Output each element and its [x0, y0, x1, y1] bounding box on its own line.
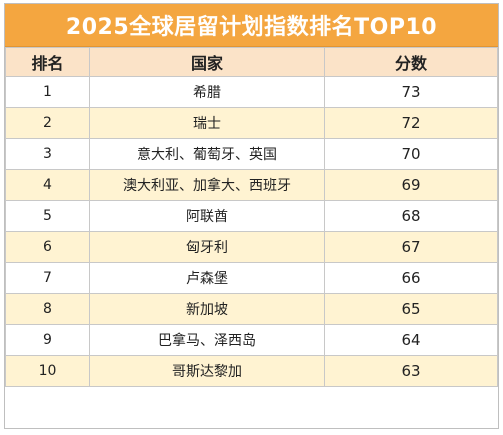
table-row: 6 匈牙利 67	[5, 231, 498, 263]
rank-cell: 7	[5, 262, 90, 294]
header-rank: 排名	[5, 47, 90, 77]
rank-cell: 9	[5, 324, 90, 356]
score-cell: 69	[324, 169, 498, 201]
country-cell: 阿联酋	[89, 200, 325, 232]
country-cell: 新加坡	[89, 293, 325, 325]
rank-cell: 10	[5, 355, 90, 387]
country-cell: 意大利、葡萄牙、英国	[89, 138, 325, 170]
country-cell: 澳大利亚、加拿大、西班牙	[89, 169, 325, 201]
ranking-table: 排名 国家 分数 1 希腊 73 2 瑞士 72 3 意大利、葡萄牙、英国 70	[5, 47, 498, 387]
rank-cell: 1	[5, 76, 90, 108]
score-cell: 72	[324, 107, 498, 139]
table-row: 5 阿联酋 68	[5, 200, 498, 232]
table-row: 4 澳大利亚、加拿大、西班牙 69	[5, 169, 498, 201]
rank-cell: 2	[5, 107, 90, 139]
score-cell: 67	[324, 231, 498, 263]
score-cell: 73	[324, 76, 498, 108]
rank-cell: 4	[5, 169, 90, 201]
score-cell: 65	[324, 293, 498, 325]
score-cell: 68	[324, 200, 498, 232]
score-cell: 63	[324, 355, 498, 387]
header-row: 排名 国家 分数	[5, 47, 498, 77]
country-cell: 巴拿马、泽西岛	[89, 324, 325, 356]
score-cell: 66	[324, 262, 498, 294]
rank-cell: 6	[5, 231, 90, 263]
table-row: 7 卢森堡 66	[5, 262, 498, 294]
rank-cell: 3	[5, 138, 90, 170]
table-row: 3 意大利、葡萄牙、英国 70	[5, 138, 498, 170]
table-row: 10 哥斯达黎加 63	[5, 355, 498, 387]
score-cell: 70	[324, 138, 498, 170]
country-cell: 匈牙利	[89, 231, 325, 263]
country-cell: 希腊	[89, 76, 325, 108]
ranking-table-card: 2025全球居留计划指数排名TOP10 排名 国家 分数 1 希腊 73 2 瑞…	[4, 3, 499, 429]
table-row: 9 巴拿马、泽西岛 64	[5, 324, 498, 356]
header-country: 国家	[89, 47, 325, 77]
score-cell: 64	[324, 324, 498, 356]
header-score: 分数	[324, 47, 498, 77]
rank-cell: 8	[5, 293, 90, 325]
table-row: 2 瑞士 72	[5, 107, 498, 139]
country-cell: 瑞士	[89, 107, 325, 139]
table-row: 1 希腊 73	[5, 76, 498, 108]
country-cell: 哥斯达黎加	[89, 355, 325, 387]
table-title: 2025全球居留计划指数排名TOP10	[5, 4, 498, 47]
rank-cell: 5	[5, 200, 90, 232]
table-row: 8 新加坡 65	[5, 293, 498, 325]
country-cell: 卢森堡	[89, 262, 325, 294]
